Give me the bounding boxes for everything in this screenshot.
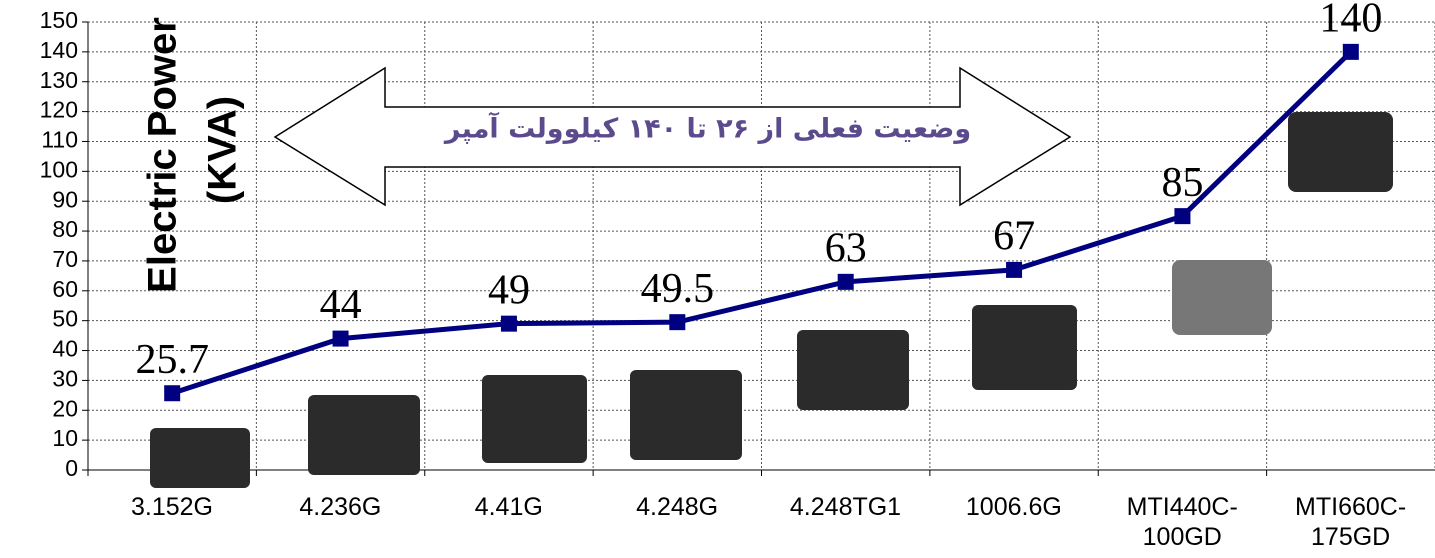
data-label: 44 (320, 282, 362, 328)
marker (669, 314, 686, 331)
data-label: 49.5 (641, 266, 715, 312)
data-label: 140 (1319, 0, 1382, 42)
engine-images (150, 112, 1393, 488)
y-tick-label: 0 (65, 455, 78, 481)
data-label: 85 (1161, 160, 1203, 206)
y-axis-label: (KVA) (201, 96, 245, 204)
y-tick-label: 60 (52, 276, 78, 302)
data-label: 25.7 (135, 337, 209, 383)
y-tick-label: 10 (52, 425, 78, 451)
marker (500, 315, 517, 332)
y-tick-label: 110 (41, 127, 78, 153)
y-tick-label: 40 (52, 336, 78, 362)
marker (837, 273, 854, 290)
x-tick-label: MTI440C- 100GD (1126, 493, 1238, 551)
marker (1342, 43, 1359, 60)
arrow-decoration (273, 66, 1072, 207)
y-tick-label: 150 (40, 7, 78, 33)
x-tick-label: 1006.6G (965, 493, 1062, 521)
y-tick-label: 90 (52, 186, 78, 212)
y-tick-label: 30 (52, 365, 78, 391)
y-tick-label: 100 (40, 156, 78, 182)
y-tick-label: 50 (52, 306, 78, 332)
y-tick-label: 70 (52, 246, 78, 272)
line (171, 50, 1353, 396)
marker (164, 385, 181, 402)
data-label: 67 (993, 214, 1035, 260)
x-tick-label: 4.248TG1 (789, 493, 902, 521)
marker (1174, 208, 1191, 225)
grid (87, 21, 1435, 471)
y-tick-label: 120 (40, 97, 78, 123)
data-label: 49 (488, 267, 530, 313)
data-label: 63 (825, 225, 867, 271)
x-tick-label: 4.41G (474, 493, 543, 521)
y-axis-label: Electric Power (141, 17, 185, 293)
x-tick-label: 4.248G (636, 493, 719, 521)
y-tick-label: 140 (40, 37, 78, 63)
x-tick-label: 4.236G (299, 493, 382, 521)
y-tick-label: 80 (52, 216, 78, 242)
y-tick-label: 130 (40, 67, 78, 93)
marker (1006, 261, 1023, 278)
marker (332, 330, 349, 347)
annotation: وضعیت فعلی از ۲۶ تا ۱۴۰ کیلوولت آمپر (443, 112, 971, 145)
x-tick-label: MTI660C- 175GD (1295, 493, 1407, 551)
x-tick-label: 3.152G (130, 493, 213, 521)
y-tick-label: 20 (52, 395, 78, 421)
